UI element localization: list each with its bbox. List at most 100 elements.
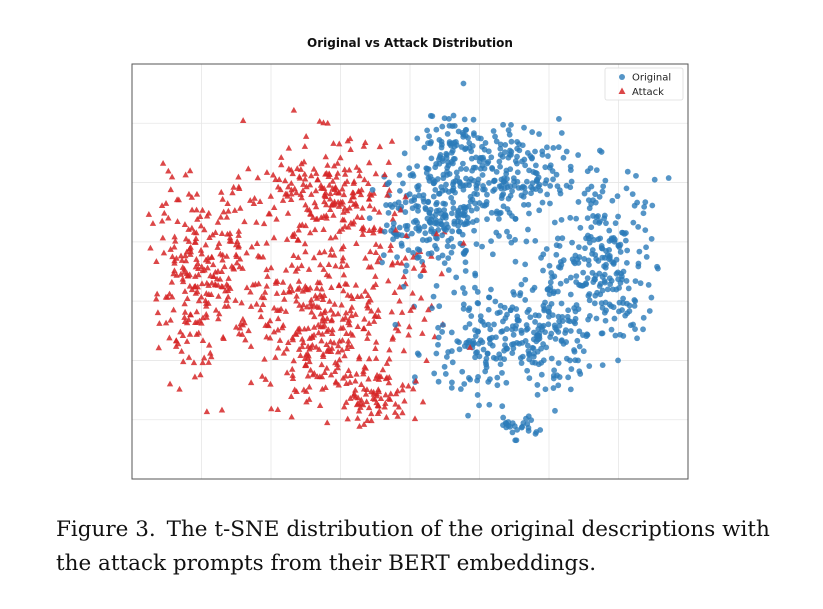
attack-point bbox=[196, 213, 204, 219]
attack-point bbox=[171, 233, 178, 240]
attack-point bbox=[274, 183, 282, 190]
attack-point bbox=[334, 159, 341, 166]
attack-point bbox=[383, 360, 391, 366]
attack-point bbox=[405, 331, 412, 338]
attack-point bbox=[302, 248, 309, 255]
attack-point bbox=[406, 323, 413, 330]
attack-point bbox=[396, 283, 404, 290]
original-point bbox=[600, 183, 607, 190]
original-point bbox=[499, 370, 505, 376]
original-point bbox=[439, 329, 446, 335]
original-point bbox=[640, 326, 646, 333]
attack-point bbox=[372, 273, 379, 279]
attack-point bbox=[362, 254, 369, 261]
attack-point bbox=[317, 181, 325, 188]
original-point bbox=[432, 242, 438, 249]
attack-point bbox=[218, 230, 226, 236]
attack-point bbox=[324, 119, 331, 126]
attack-point bbox=[209, 231, 216, 238]
original-point bbox=[455, 214, 462, 221]
original-point bbox=[433, 160, 440, 167]
attack-point bbox=[247, 379, 255, 386]
original-point bbox=[455, 209, 461, 216]
attack-point bbox=[219, 251, 226, 258]
original-point bbox=[505, 195, 512, 202]
attack-point bbox=[303, 303, 311, 310]
attack-point bbox=[361, 363, 368, 370]
attack-point bbox=[298, 194, 305, 201]
attack-point bbox=[198, 250, 205, 257]
original-point bbox=[620, 300, 626, 306]
original-point bbox=[425, 140, 431, 147]
original-point bbox=[494, 382, 501, 389]
attack-point bbox=[326, 195, 334, 202]
original-point bbox=[472, 327, 478, 334]
original-point bbox=[477, 317, 484, 324]
attack-point bbox=[327, 338, 334, 345]
attack-point bbox=[412, 377, 420, 384]
original-point bbox=[525, 201, 532, 208]
attack-point bbox=[367, 263, 375, 270]
attack-point bbox=[193, 206, 200, 213]
original-point bbox=[445, 237, 452, 244]
attack-point bbox=[285, 144, 293, 151]
original-point bbox=[558, 300, 565, 307]
original-point bbox=[615, 357, 621, 364]
attack-point bbox=[392, 400, 399, 407]
original-point bbox=[508, 138, 515, 145]
attack-point bbox=[232, 297, 239, 303]
attack-point bbox=[207, 349, 214, 356]
attack-point bbox=[368, 410, 375, 417]
original-point bbox=[488, 209, 495, 216]
original-point bbox=[477, 313, 484, 320]
original-point bbox=[435, 324, 441, 331]
attack-point bbox=[166, 334, 173, 341]
original-point bbox=[415, 224, 422, 230]
attack-point bbox=[372, 241, 380, 247]
attack-point bbox=[320, 119, 327, 126]
attack-point bbox=[245, 327, 252, 334]
attack-point bbox=[365, 195, 373, 202]
original-point bbox=[547, 200, 553, 207]
original-point bbox=[444, 172, 450, 178]
attack-point bbox=[172, 237, 179, 244]
attack-point bbox=[248, 243, 256, 250]
attack-point bbox=[235, 173, 242, 180]
original-point bbox=[665, 175, 672, 181]
attack-point bbox=[212, 268, 219, 275]
attack-point bbox=[242, 336, 249, 343]
original-point bbox=[504, 206, 511, 212]
attack-point bbox=[374, 306, 382, 313]
original-point bbox=[529, 154, 535, 161]
original-point bbox=[523, 178, 530, 185]
attack-point bbox=[185, 190, 193, 197]
attack-point bbox=[336, 140, 343, 147]
attack-point bbox=[360, 142, 368, 149]
attack-point bbox=[343, 399, 350, 405]
original-point bbox=[586, 261, 592, 268]
original-point bbox=[481, 322, 488, 328]
attack-point bbox=[153, 295, 160, 302]
original-point bbox=[624, 168, 631, 175]
original-point bbox=[623, 278, 630, 284]
attack-point bbox=[318, 337, 325, 344]
original-point bbox=[641, 203, 648, 210]
attack-point bbox=[158, 202, 166, 209]
original-point bbox=[506, 131, 513, 138]
attack-point bbox=[259, 253, 267, 260]
attack-point bbox=[343, 330, 350, 336]
original-point bbox=[640, 210, 647, 217]
original-point bbox=[451, 122, 458, 129]
attack-point bbox=[269, 171, 277, 178]
attack-point bbox=[320, 226, 327, 232]
original-point bbox=[405, 247, 412, 254]
attack-point bbox=[270, 328, 278, 335]
attack-point bbox=[259, 372, 266, 379]
attack-point bbox=[318, 293, 326, 300]
attack-point bbox=[420, 261, 427, 268]
attack-point bbox=[374, 258, 381, 265]
attack-point bbox=[186, 167, 194, 174]
attack-point bbox=[233, 253, 240, 259]
original-point bbox=[496, 309, 503, 316]
original-point bbox=[472, 272, 479, 279]
